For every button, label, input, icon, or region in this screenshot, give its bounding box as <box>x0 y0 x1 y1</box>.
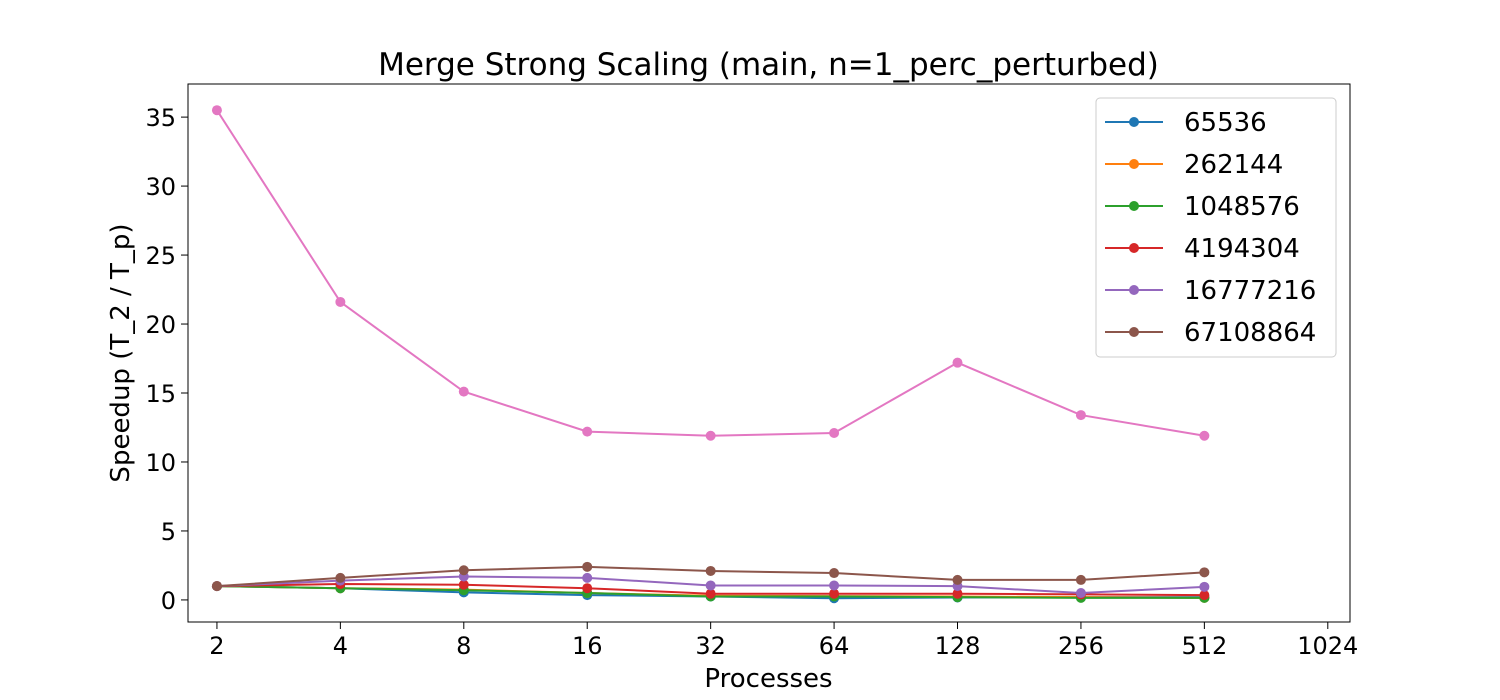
y-tick-label: 10 <box>145 449 176 477</box>
y-tick-label: 20 <box>145 311 176 339</box>
legend-swatch-marker <box>1129 327 1139 337</box>
data-point <box>582 583 593 594</box>
data-point <box>1199 430 1210 441</box>
x-tick-label: 32 <box>695 632 726 660</box>
x-tick-label: 4 <box>333 632 348 660</box>
legend-swatch-marker <box>1129 201 1139 211</box>
data-point <box>335 296 346 307</box>
data-point <box>952 357 963 368</box>
data-point <box>1075 574 1086 585</box>
data-point <box>705 588 716 599</box>
y-axis: 0 5 10 15 20 25 30 35 <box>145 104 188 615</box>
series-layer <box>211 105 1210 604</box>
data-point <box>458 579 469 590</box>
data-point <box>1075 410 1086 421</box>
series-line <box>216 109 1205 437</box>
legend: 65536 262144 1048576 4194304 16777216 6710886… <box>1095 97 1337 358</box>
legend-item: 1048576 <box>1105 192 1300 222</box>
data-point <box>705 580 716 591</box>
data-point <box>335 572 346 583</box>
legend-swatch-marker <box>1129 243 1139 253</box>
x-tick-label: 64 <box>819 632 850 660</box>
data-point <box>952 588 963 599</box>
x-tick-label: 256 <box>1058 632 1104 660</box>
x-tick-label: 512 <box>1181 632 1227 660</box>
data-point <box>829 588 840 599</box>
y-tick-label: 15 <box>145 380 176 408</box>
y-tick-label: 30 <box>145 173 176 201</box>
data-point <box>705 565 716 576</box>
legend-item: 65536 <box>1105 108 1267 138</box>
data-point <box>705 430 716 441</box>
plot-frame <box>187 83 1351 623</box>
legend-label: 16777216 <box>1184 276 1316 306</box>
data-point <box>1075 588 1086 599</box>
data-point <box>829 568 840 579</box>
data-point <box>458 386 469 397</box>
y-tick-label: 0 <box>161 587 176 615</box>
data-point <box>829 580 840 591</box>
legend-box <box>1095 97 1337 358</box>
data-point <box>582 426 593 437</box>
data-point <box>211 581 222 592</box>
legend-item: 262144 <box>1105 150 1283 180</box>
legend-label: 4194304 <box>1184 234 1300 264</box>
y-tick-label: 5 <box>161 518 176 546</box>
series-6 <box>211 561 1210 592</box>
data-point <box>952 574 963 585</box>
legend-label: 1048576 <box>1184 192 1300 222</box>
x-axis: 2 4 8 16 32 64 128 256 512 1024 <box>209 622 1358 660</box>
data-point <box>582 561 593 572</box>
legend-item: 16777216 <box>1105 276 1316 306</box>
legend-item: 4194304 <box>1105 234 1300 264</box>
chart-title: Merge Strong Scaling (main, n=1_perc_per… <box>378 47 1159 83</box>
x-tick-label: 16 <box>572 632 603 660</box>
legend-swatch-marker <box>1129 159 1139 169</box>
legend-label: 65536 <box>1184 108 1267 138</box>
y-tick-label: 35 <box>145 104 176 132</box>
data-point <box>829 428 840 439</box>
x-tick-label: 1024 <box>1297 632 1358 660</box>
legend-swatch-marker <box>1129 117 1139 127</box>
data-point <box>458 565 469 576</box>
data-point <box>1199 581 1210 592</box>
x-axis-label: Processes <box>704 664 832 694</box>
x-tick-label: 2 <box>209 632 224 660</box>
legend-label: 67108864 <box>1184 318 1316 348</box>
x-tick-label: 128 <box>935 632 981 660</box>
data-point <box>582 572 593 583</box>
legend-label: 262144 <box>1184 150 1283 180</box>
x-tick-label: 8 <box>456 632 471 660</box>
legend-item: 67108864 <box>1105 318 1316 348</box>
data-point <box>1199 567 1210 578</box>
y-tick-label: 25 <box>145 242 176 270</box>
data-point <box>211 105 222 116</box>
series-7 <box>211 105 1210 441</box>
y-axis-label: Speedup (T_2 / T_p) <box>106 223 136 482</box>
legend-swatch-marker <box>1129 285 1139 295</box>
data-point <box>1199 590 1210 601</box>
